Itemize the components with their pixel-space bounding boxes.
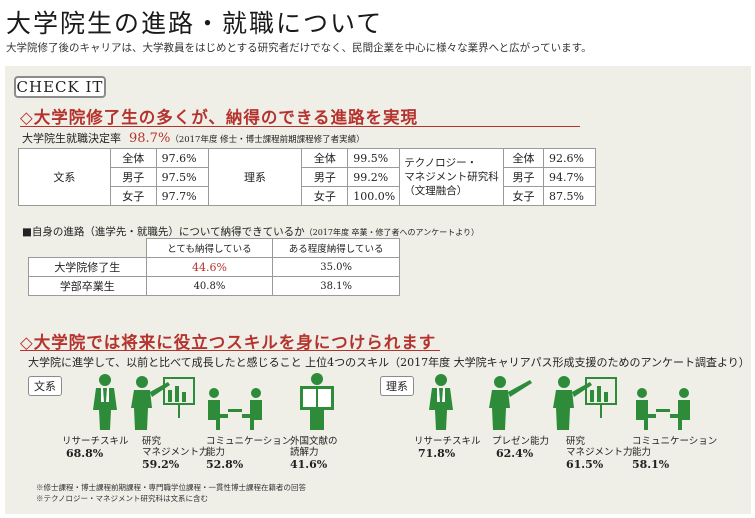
skill-label: コミュニケーション — [206, 436, 292, 447]
column-header: とても納得している — [145, 238, 274, 258]
rate-note: （2017年度 修士・博士課程前期課程修了者実績） — [170, 135, 365, 145]
skill-percent: 71.8% — [418, 447, 456, 460]
rikei-tag: 理系 — [380, 376, 414, 396]
employment-table: 文系 全体 97.6% 理系 全体 99.5% テクノロジー・ マネジメント研究… — [18, 148, 597, 206]
row-value: 97.6% — [155, 148, 209, 168]
row-value: 38.1% — [272, 276, 400, 296]
skill-label: 研究 — [566, 436, 586, 447]
survey-caption: 大学院に進学して、以前と比べて成長したと感じること 上位4つのスキル（2017年… — [28, 356, 750, 369]
row-value: 94.7% — [542, 167, 597, 187]
skill-percent: 68.8% — [66, 447, 104, 460]
check-it-label: CHECK IT — [14, 76, 106, 98]
page-title: 大学院生の進路・就職について — [6, 9, 384, 38]
section2-rule — [20, 350, 440, 351]
presenter-chart-icon — [553, 376, 617, 430]
skill-label: リサーチスキル — [62, 436, 129, 447]
skill-percent: 41.6% — [290, 458, 328, 471]
group-name: 理系 — [207, 148, 303, 206]
bunkei-tag: 文系 — [28, 376, 62, 396]
row-label: 全体 — [109, 148, 157, 168]
row-label: 大学院修了生 — [28, 257, 147, 277]
row-label: 男子 — [503, 167, 544, 187]
skill-percent: 58.1% — [632, 458, 670, 471]
table-row: 学部卒業生 40.8% 38.1% — [28, 276, 400, 296]
row-value: 99.5% — [347, 148, 401, 168]
row-label: 女子 — [109, 186, 157, 206]
section2-heading: ◇大学院では将来に役立つスキルを身につけられます — [20, 333, 437, 352]
row-label: 男子 — [301, 167, 349, 187]
row-value: 44.6% — [145, 257, 274, 277]
row-value: 97.5% — [155, 167, 209, 187]
skill-label: 能力 — [632, 447, 652, 458]
rate-label: 大学院生就職決定率 — [22, 132, 121, 145]
skill-label: コミュニケーション — [632, 436, 718, 447]
reading-icon — [300, 373, 334, 430]
table-header-row: とても納得している ある程度納得している — [28, 238, 400, 258]
skill-label: プレゼン能力 — [492, 436, 550, 447]
row-label: 女子 — [301, 186, 349, 206]
footnote: ※テクノロジー・マネジメント研究科は文系に含む — [36, 494, 209, 503]
section1-heading: ◇大学院修了生の多くが、納得のできる進路を実現 — [20, 108, 419, 127]
presenter-icon — [489, 376, 532, 430]
question-label: ■自身の進路（進学先・就職先）について納得できているか — [22, 226, 305, 238]
satisfaction-table: とても納得している ある程度納得している 大学院修了生 44.6% 35.0% … — [28, 238, 400, 296]
section1-rule — [20, 126, 580, 127]
column-header: ある程度納得している — [272, 238, 400, 258]
empty-header-cell — [28, 238, 147, 258]
skill-percent: 61.5% — [566, 458, 604, 471]
footnote: ※修士課程・博士課程前期課程・専門職学位課程・一貫性博士課程在籍者の回答 — [36, 483, 306, 492]
skill-label: マネジメント力 — [142, 447, 209, 458]
satisfaction-question: ■自身の進路（進学先・就職先）について納得できているか（2017年度 卒業・修了… — [22, 224, 479, 239]
skill-label: リサーチスキル — [414, 436, 481, 447]
skill-label: 読解力 — [290, 447, 319, 458]
row-label: 男子 — [109, 167, 157, 187]
row-value: 87.5% — [542, 186, 597, 206]
conversation-icon — [208, 388, 262, 430]
group-name-line: マネジメント研究科 — [404, 171, 499, 183]
conversation-icon — [636, 388, 690, 430]
row-label: 全体 — [503, 148, 544, 168]
skill-label: 研究 — [142, 436, 162, 447]
group-name: 文系 — [18, 148, 111, 206]
row-label: 女子 — [503, 186, 544, 206]
table-row: 大学院修了生 44.6% 35.0% — [28, 257, 400, 277]
skill-label: 能力 — [206, 447, 226, 458]
rate-value: 98.7% — [129, 131, 171, 146]
employment-rate-line: 大学院生就職決定率 98.7%（2017年度 修士・博士課程前期課程修了者実績） — [22, 130, 365, 146]
row-value: 100.0% — [347, 186, 401, 206]
group-name-line: テクノロジー・ — [404, 157, 478, 169]
researcher-icon — [93, 374, 117, 430]
group-name-line: （文理融合） — [404, 185, 468, 197]
row-value: 97.7% — [155, 186, 209, 206]
skill-percent: 62.4% — [496, 447, 534, 460]
row-value: 35.0% — [272, 257, 400, 277]
table-row: 文系 全体 97.6% 理系 全体 99.5% テクノロジー・ マネジメント研究… — [18, 148, 597, 206]
skill-label: マネジメント力 — [566, 447, 633, 458]
researcher-icon — [429, 374, 453, 430]
row-value: 40.8% — [145, 276, 274, 296]
question-note: （2017年度 卒業・修了者へのアンケートより） — [304, 228, 480, 237]
skill-percent: 59.2% — [142, 458, 180, 471]
page-subtitle: 大学院修了後のキャリアは、大学教員をはじめとする研究者だけでなく、民間企業を中心… — [6, 42, 592, 54]
row-label: 全体 — [301, 148, 349, 168]
table-row: 男子 97.5% 男子 99.2% 男子 94.7% — [19, 167, 597, 187]
row-value: 99.2% — [347, 167, 401, 187]
skill-percent: 52.8% — [206, 458, 244, 471]
row-label: 学部卒業生 — [28, 276, 147, 296]
skill-label: 外国文献の — [290, 436, 338, 447]
table-row: 女子 97.7% 女子 100.0% 女子 87.5% — [19, 186, 597, 206]
presenter-chart-icon — [131, 376, 195, 430]
group-name-tm: テクノロジー・ マネジメント研究科 （文理融合） — [399, 148, 505, 206]
row-value: 92.6% — [542, 148, 597, 168]
